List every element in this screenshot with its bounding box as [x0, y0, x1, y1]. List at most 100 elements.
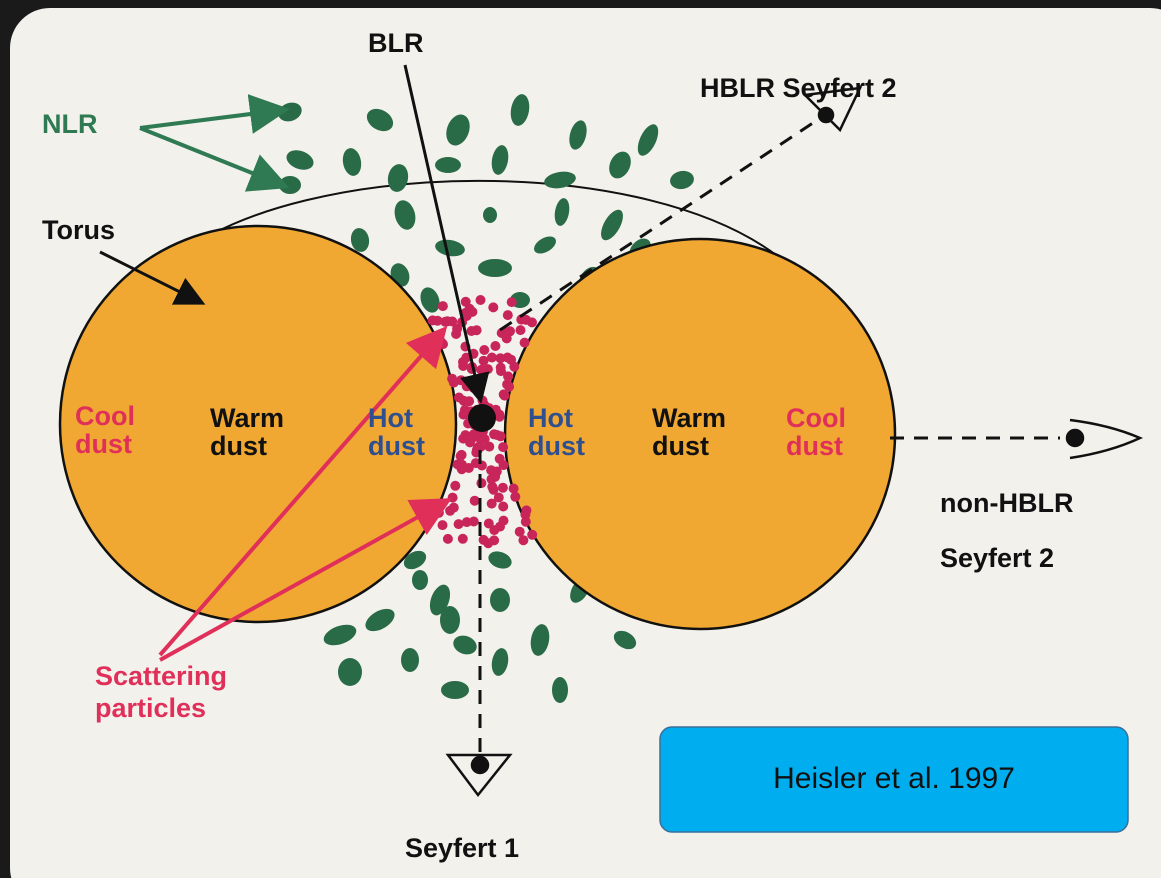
- cloud: [435, 157, 461, 173]
- eyes: [445, 86, 1144, 798]
- cloud: [601, 209, 623, 241]
- cloud: [552, 677, 568, 703]
- scatter-dot: [460, 430, 471, 441]
- scatter-dot: [503, 371, 514, 382]
- label: Warm: [652, 403, 726, 433]
- scatter-dot: [475, 295, 486, 305]
- label: Cool: [75, 401, 135, 431]
- cloud: [338, 658, 362, 686]
- cloud: [440, 606, 460, 634]
- scatter-dot: [458, 357, 468, 367]
- cloud: [420, 287, 440, 313]
- scatter-dot: [487, 481, 498, 492]
- scatter-dot: [495, 431, 506, 442]
- scatter-dot: [498, 515, 509, 526]
- cloud: [491, 648, 509, 676]
- cloud: [491, 145, 509, 175]
- cloud: [412, 570, 428, 590]
- label: dust: [786, 431, 843, 461]
- scatter-dot: [515, 325, 526, 336]
- scatter-dot: [516, 314, 527, 325]
- cloud: [510, 94, 530, 126]
- cloud: [365, 608, 395, 632]
- cloud: [403, 550, 427, 570]
- scatter-dot: [520, 516, 531, 527]
- scatter-dot: [498, 442, 509, 453]
- scatter-dot: [495, 362, 506, 373]
- label: Warm: [210, 403, 284, 433]
- label: NLR: [42, 109, 98, 139]
- cloud: [394, 200, 416, 230]
- scatter-dot: [432, 315, 443, 326]
- scatter-dot: [457, 533, 468, 544]
- scatter-dot: [509, 361, 520, 372]
- scatter-dot: [527, 317, 537, 328]
- cloud: [483, 207, 497, 223]
- blr-arrow: [403, 64, 490, 404]
- scatter-dot: [478, 355, 489, 366]
- cloud: [429, 584, 451, 616]
- citation-box: [659, 726, 1129, 833]
- cloud: [490, 588, 510, 612]
- cloud: [613, 630, 637, 650]
- cloud: [670, 170, 694, 190]
- scatter-dot: [470, 458, 481, 469]
- scatter-dot: [495, 353, 506, 364]
- cloud: [478, 259, 512, 277]
- scatter-dot: [468, 429, 479, 440]
- cloud: [569, 120, 587, 150]
- scatter-dot: [504, 381, 515, 392]
- scatter-dot: [494, 453, 505, 464]
- scatter-dot: [518, 535, 529, 546]
- scatter-dot: [442, 533, 453, 544]
- scatter-dot: [519, 337, 530, 348]
- cloud: [530, 624, 550, 656]
- cloud: [637, 124, 659, 156]
- label: particles: [95, 693, 206, 723]
- scatter-dot: [456, 449, 467, 460]
- scatter-dot: [478, 534, 489, 545]
- scatter-dot: [469, 495, 480, 506]
- cloud: [279, 176, 301, 194]
- cloud: [609, 151, 631, 179]
- scatter-dot: [484, 441, 495, 452]
- label: Torus: [42, 215, 115, 245]
- scatter-dot: [502, 310, 513, 321]
- cloud: [366, 108, 394, 132]
- scatter-dot: [464, 396, 475, 407]
- scatter-dot: [451, 329, 462, 339]
- scatter-dot: [506, 297, 517, 308]
- torus-left: [58, 224, 458, 624]
- cloud: [387, 164, 409, 192]
- scatter-dot: [437, 301, 448, 312]
- nlr-clouds: [278, 94, 694, 703]
- label: Seyfert 1: [405, 833, 519, 863]
- scatter-dot: [437, 520, 448, 531]
- scatter-dot: [486, 352, 497, 363]
- scatter-dot: [450, 480, 461, 491]
- scatter-dot: [496, 328, 507, 338]
- scatter-dot: [453, 519, 464, 530]
- scatter-dot: [447, 492, 458, 503]
- label: dust: [210, 431, 267, 461]
- label: Seyfert 2: [940, 543, 1054, 573]
- scatter-dot: [521, 505, 532, 516]
- label: HBLR Seyfert 2: [700, 73, 897, 103]
- label: Scattering: [95, 661, 227, 691]
- label: Hot: [368, 403, 413, 433]
- citation: Heisler et al. 1997: [773, 762, 1015, 795]
- scatter-dot: [448, 502, 459, 513]
- scatter-dot: [465, 437, 475, 448]
- scatter-dot: [498, 389, 509, 400]
- nlr-arrow: [139, 94, 290, 134]
- scatter-dot: [456, 464, 467, 475]
- cloud: [441, 681, 469, 699]
- scatter-dot: [493, 492, 504, 503]
- scatter-dot: [479, 345, 490, 355]
- scatter-dot: [497, 482, 508, 493]
- scatter-dot: [508, 483, 519, 494]
- label: Cool: [786, 403, 846, 433]
- torus-arrow: [99, 250, 206, 305]
- label: dust: [528, 431, 585, 461]
